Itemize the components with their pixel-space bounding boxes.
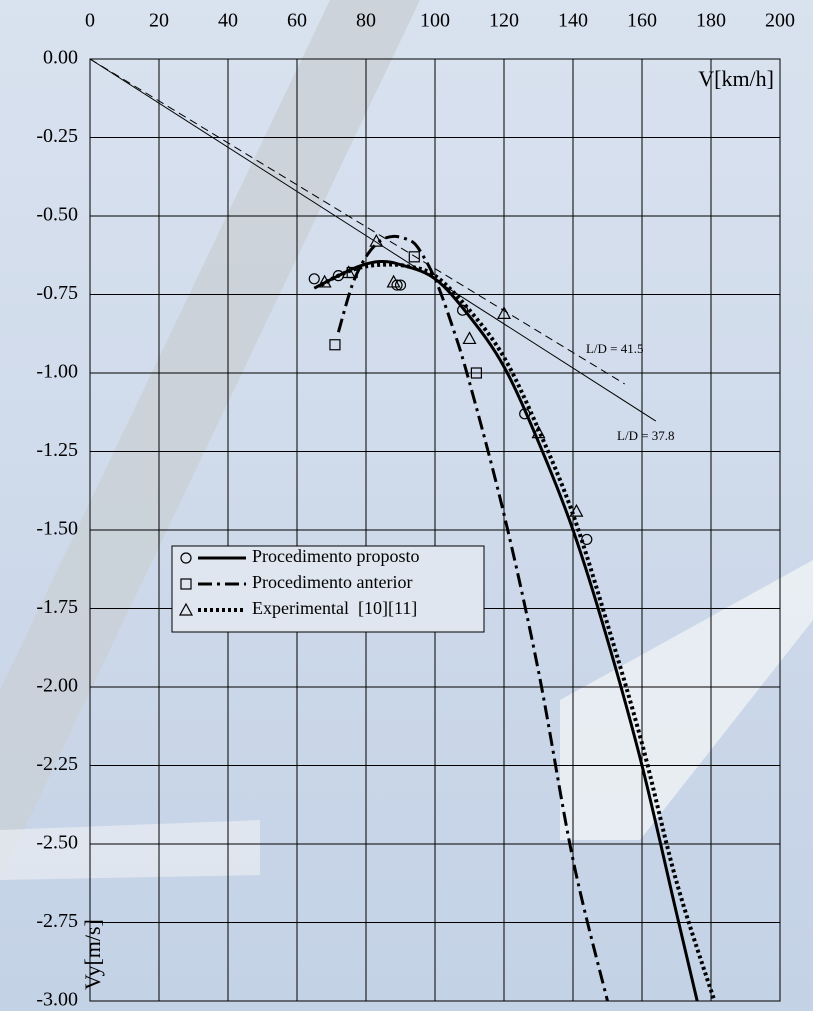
y-tick-label: -1.25 — [36, 439, 78, 461]
x-tick-label: 180 — [696, 10, 726, 32]
legend-label: Procedimento anterior — [252, 572, 412, 592]
reference-label: L/D = 41.5 — [586, 341, 644, 356]
y-tick-label: -2.50 — [36, 832, 78, 854]
x-tick-label: 200 — [765, 10, 795, 32]
x-tick-label: 40 — [218, 10, 238, 32]
reference-label: L/D = 37.8 — [617, 428, 675, 443]
y-tick-label: -0.75 — [36, 282, 78, 304]
y-tick-label: -0.25 — [36, 125, 78, 147]
chart: 0 20 40 60 80 100 120 140 160 180 200 0.00 -0.25 -0.5… — [0, 0, 813, 1011]
y-tick-label: -1.50 — [36, 518, 78, 540]
x-axis-label: V[km/h] — [698, 66, 774, 91]
y-tick-label: -1.75 — [36, 596, 78, 618]
x-tick-label: 60 — [287, 10, 307, 32]
y-tick-label: -0.50 — [36, 204, 78, 226]
x-tick-label: 120 — [489, 10, 519, 32]
legend-label: Procedimento proposto — [252, 546, 419, 566]
y-tick-label: -2.00 — [36, 675, 78, 697]
legend-label: Experimental [10][11] — [252, 598, 417, 618]
y-tick-label: -2.25 — [36, 753, 78, 775]
x-tick-label: 160 — [627, 10, 657, 32]
y-tick-label: -1.00 — [36, 361, 78, 383]
x-tick-label: 80 — [356, 10, 376, 32]
y-tick-label: -2.75 — [36, 910, 78, 932]
y-tick-label: 0.00 — [43, 47, 78, 69]
x-tick-label: 140 — [558, 10, 588, 32]
x-tick-label: 20 — [149, 10, 169, 32]
x-tick-label: 100 — [420, 10, 450, 32]
y-tick-label: -3.00 — [36, 989, 78, 1011]
y-axis-label: Vy[m/s] — [80, 919, 105, 990]
x-tick-label: 0 — [85, 10, 95, 32]
